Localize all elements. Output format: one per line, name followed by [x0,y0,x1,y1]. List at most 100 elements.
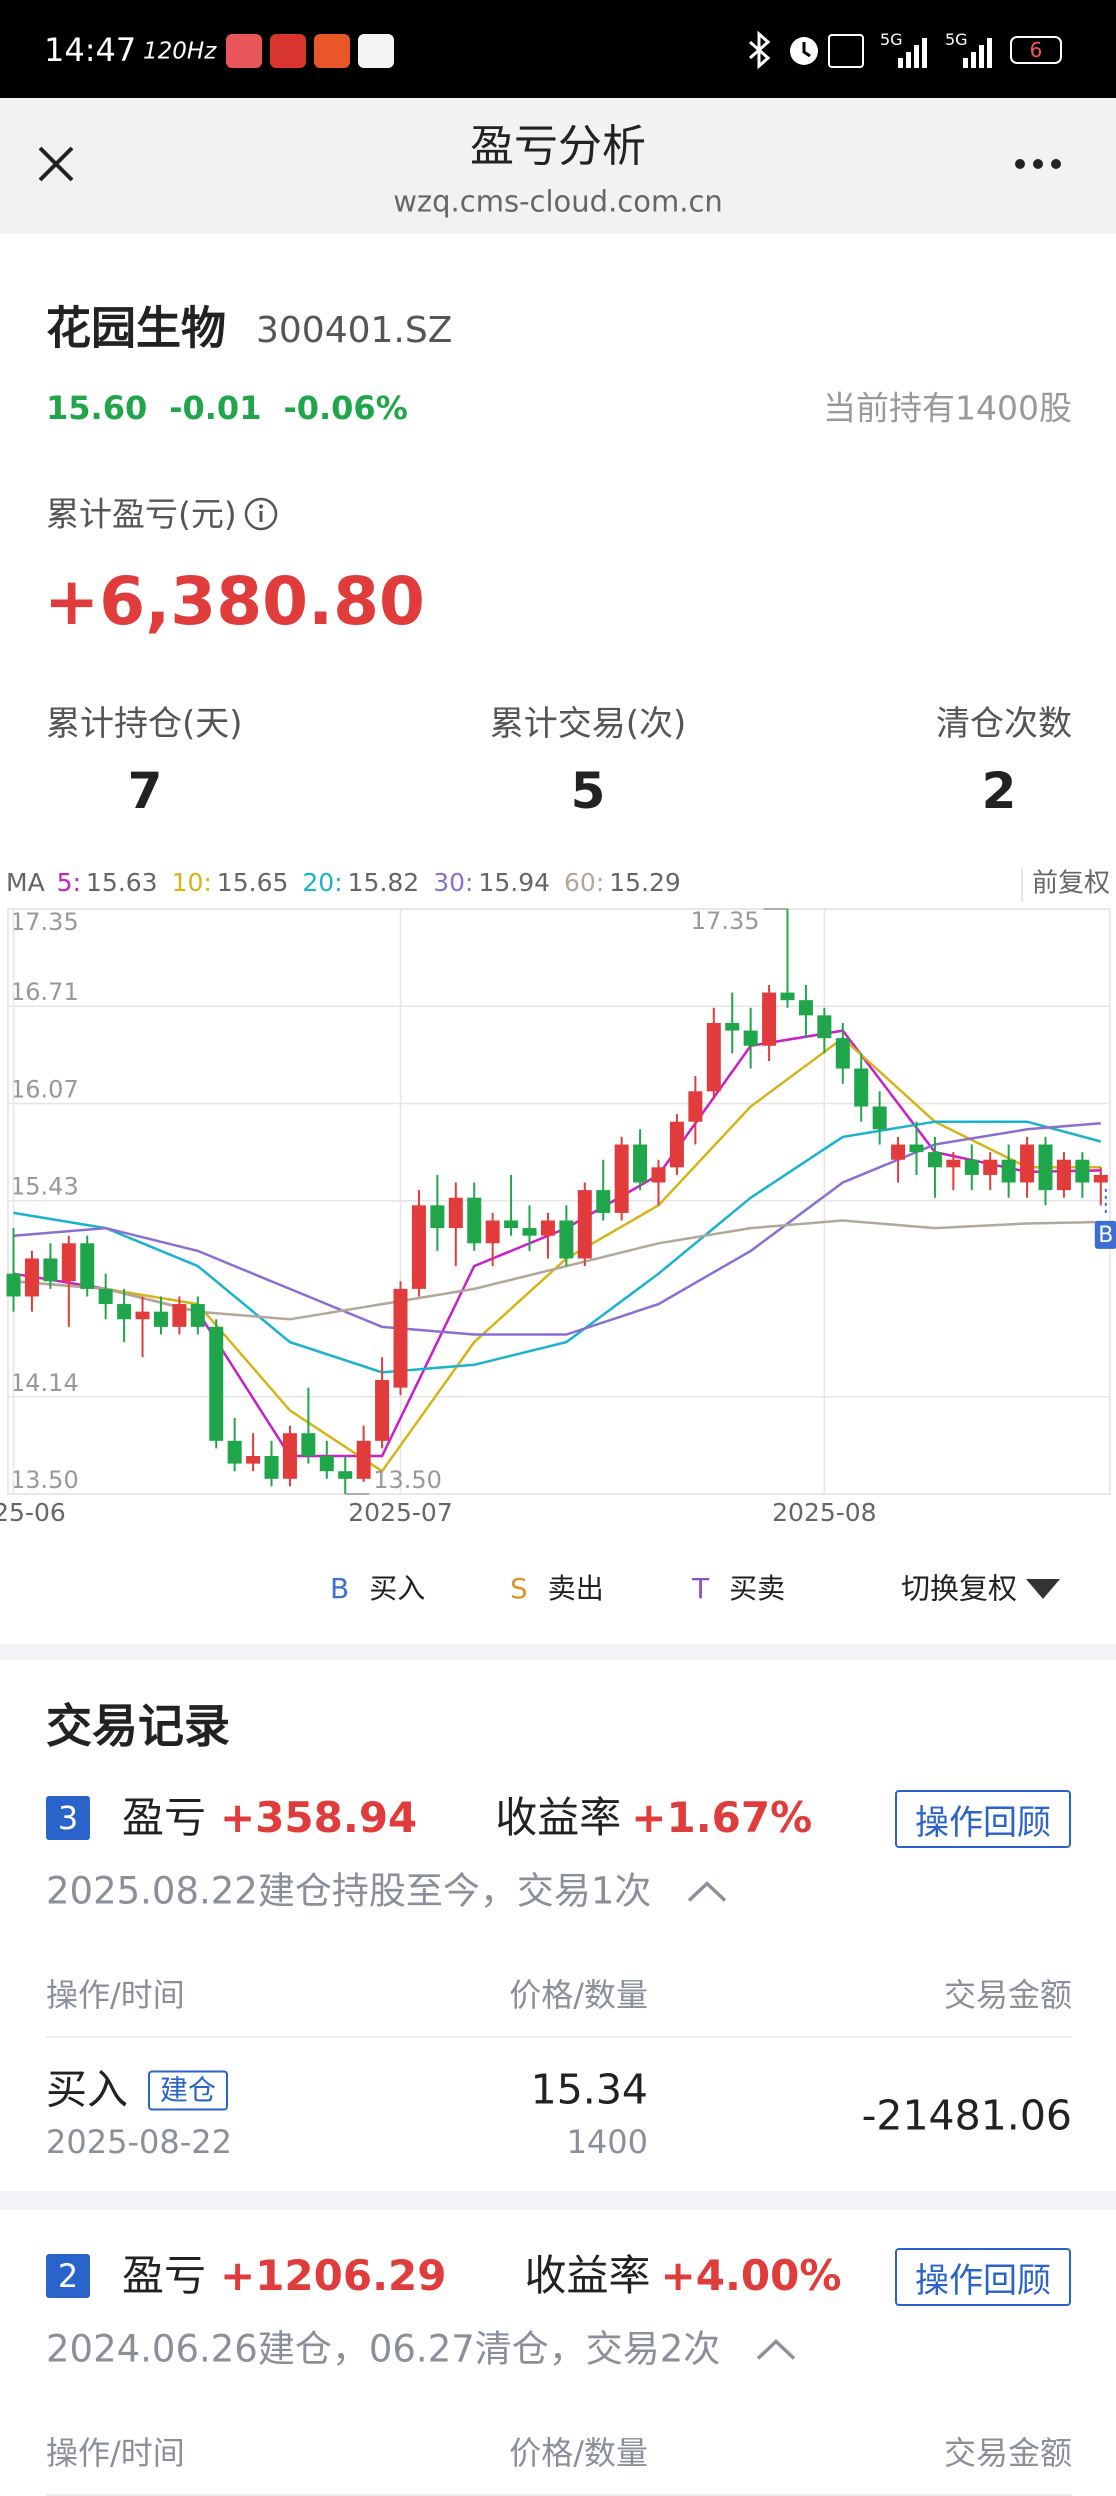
record-pnl: +1206.29 [220,2251,447,2300]
candle-body [596,1190,611,1213]
candle-body [614,1144,629,1213]
record-summary: 2024.06.26建仓，06.27清仓，交易2次 [46,2331,798,2368]
high-label: 17.35 [691,907,760,935]
candle-body [153,1311,168,1327]
candle-body [688,1091,703,1122]
candle-body [301,1433,316,1457]
trade-action: 买入 建仓 [46,2069,229,2111]
nav-header: 盈亏分析 wzq.cms-cloud.com.cn [0,98,1116,234]
y-tick-label: 17.35 [10,908,79,936]
record-index: 3 [46,1796,90,1840]
column-header: 价格/数量 [509,1976,648,2014]
candle-body [872,1106,887,1130]
candle-body [80,1243,95,1289]
column-header: 操作/时间 [46,1976,185,2014]
candle-body [1020,1144,1035,1183]
app-icon [314,34,350,68]
trade-date: 2025-08-22 [46,2123,232,2161]
candle-body [319,1456,334,1472]
candle-body [227,1440,242,1464]
record-summary: 2025.08.22建仓持股至今，交易1次 [46,1873,729,1910]
candle-body [762,992,777,1046]
candle-body [780,992,795,1001]
candle-body [135,1311,150,1320]
y-tick-label: 15.43 [10,1173,79,1201]
rate-label: 收益率 [524,2251,651,2300]
candle-body [835,1038,850,1069]
change-pct: -0.06% [283,389,408,427]
status-bar: 14:47 120Hz 5G 5G 6 [0,0,1116,98]
legend-item: S 卖出 [510,1575,604,1603]
signal-icon [963,38,992,68]
review-button[interactable]: 操作回顾 [895,2248,1071,2306]
trade-amount: -21481.06 [861,2091,1072,2140]
legend-value: 15.63 [86,868,158,897]
network-label: 5G [945,30,968,49]
alarm-icon [790,37,818,65]
candle-body [282,1433,297,1479]
candle-body [117,1304,132,1320]
candle-body [485,1220,500,1244]
adjust-toggle[interactable]: 切换复权 [901,1571,1018,1606]
collapse-button[interactable] [685,1878,729,1904]
close-button[interactable] [36,144,76,184]
candle-body [448,1197,463,1229]
pnl-value: +6,380.80 [44,563,425,640]
candle-body [43,1258,58,1282]
ma-label: MA [6,868,45,897]
stat-label: 累计持仓(天) [46,704,243,744]
candle-body [725,1022,740,1031]
candle-body [540,1220,555,1236]
ma-line [13,1029,1101,1458]
dropdown-icon[interactable] [1026,1579,1060,1601]
summary-text: 2024.06.26建仓，06.27清仓，交易2次 [46,2327,721,2371]
kline-chart: 17.35 16.71 16.07 15.43 14.14 13.50 2025-06 202… [0,868,1116,1527]
review-button[interactable]: 操作回顾 [895,1790,1071,1848]
candle-body [264,1456,279,1479]
candle-body [669,1121,684,1168]
candle-body [338,1471,353,1479]
candle-body [983,1159,998,1175]
app-icon [226,34,262,68]
plot-border [7,908,1111,1495]
summary-text: 2025.08.22建仓持股至今，交易1次 [46,1869,652,1913]
battery-level: 6 [1029,38,1043,62]
candle-body [798,1000,813,1016]
app-icon [358,34,394,68]
candle-body [190,1304,205,1327]
stat-value: 7 [127,762,163,820]
candle-body [1001,1159,1016,1183]
signal-icon [898,38,927,68]
candle-body [356,1440,371,1479]
more-button[interactable] [1010,156,1070,172]
separator [0,2191,1116,2210]
records-title: 交易记录 [46,1699,230,1753]
record-pnl: +358.94 [220,1793,418,1842]
candle-body [430,1205,445,1229]
candle-body [393,1288,408,1388]
battery: 6 [1010,36,1062,64]
info-icon[interactable] [243,496,279,532]
adjust-label: 前复权 [1032,869,1110,899]
pnl-label: 累计盈亏(元) [46,494,237,534]
candle-body [1075,1159,1090,1183]
hd-icon [828,34,864,68]
column-header: 操作/时间 [46,2434,185,2472]
legend-letter: S [510,1572,528,1605]
rate-label: 收益率 [495,1793,622,1842]
candle-body [891,1144,906,1160]
stock-code: 300401.SZ [256,310,453,351]
ma-line [13,1120,1102,1374]
legend-value: 15.29 [609,868,681,897]
stat-value: 2 [981,762,1017,820]
trade-qty: 1400 [566,2123,648,2161]
record-index: 2 [46,2254,90,2298]
candle-body [504,1220,519,1229]
candle-body [817,1015,832,1039]
candle-body [927,1152,942,1168]
y-tick-label: 13.50 [10,1466,79,1494]
candle-body [467,1197,482,1244]
collapse-button[interactable] [754,2336,798,2362]
legend-name: 10: [172,868,212,897]
record-head: 2 盈亏 +1206.29 收益率 +4.00% [46,2254,841,2298]
